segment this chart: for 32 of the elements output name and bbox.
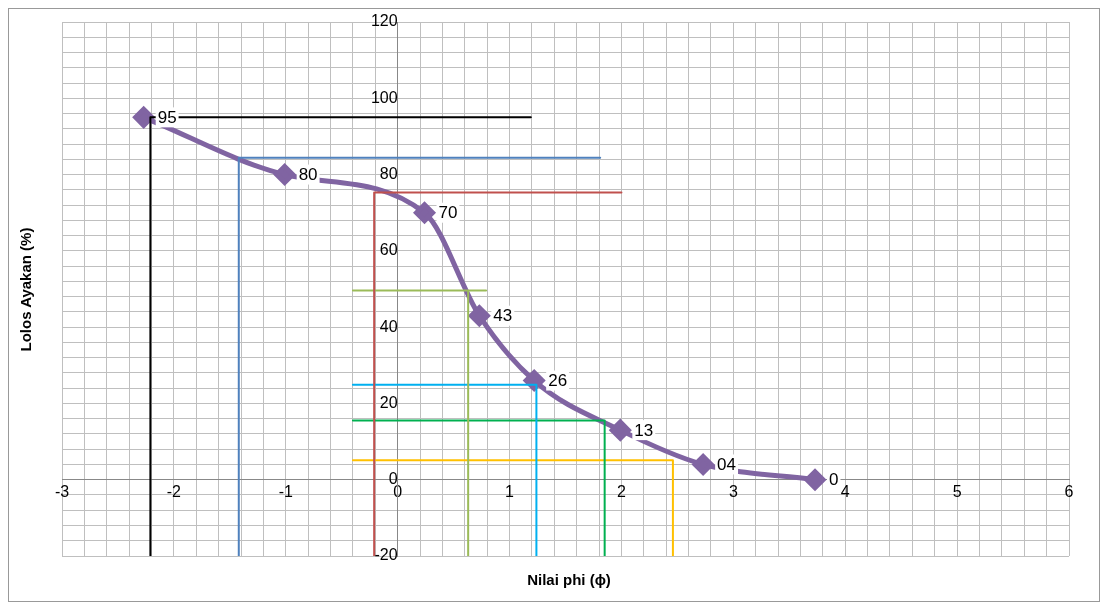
y-tick-label: -20 xyxy=(374,546,398,564)
point xyxy=(804,469,826,491)
x-axis-title: Nilai phi (ϕ) xyxy=(526,571,612,588)
x-tick-label: 5 xyxy=(952,482,962,500)
point xyxy=(133,106,155,128)
y-tick-label: 20 xyxy=(379,393,398,411)
y-axis-title: Lolos Ayakan (%) xyxy=(17,227,35,351)
y-tick-label: 60 xyxy=(379,241,398,259)
x-tick-label: 4 xyxy=(840,482,850,500)
y-tick-label: 100 xyxy=(370,88,398,106)
x-tick-label: 2 xyxy=(616,482,626,500)
x-tick-label: 3 xyxy=(728,482,738,500)
point xyxy=(468,305,490,327)
point xyxy=(692,453,714,475)
x-tick-label: 6 xyxy=(1064,482,1074,500)
point xyxy=(609,419,631,441)
x-tick-label: -3 xyxy=(54,482,70,500)
x-tick-label: 1 xyxy=(505,482,515,500)
data-label: 13 xyxy=(634,420,654,440)
data-label: 26 xyxy=(548,371,568,391)
data-label: 43 xyxy=(493,306,513,326)
point xyxy=(274,164,296,186)
data-label: 04 xyxy=(717,455,737,475)
data-label: 70 xyxy=(438,203,458,223)
y-tick-label: 120 xyxy=(370,12,398,30)
data-label: 95 xyxy=(157,108,177,128)
data-label: 80 xyxy=(298,165,318,185)
y-tick-label: 80 xyxy=(379,164,398,182)
x-tick-label: -1 xyxy=(278,482,293,500)
x-tick-label: -2 xyxy=(166,482,182,500)
y-tick-label: 40 xyxy=(379,317,398,335)
point xyxy=(414,202,436,224)
